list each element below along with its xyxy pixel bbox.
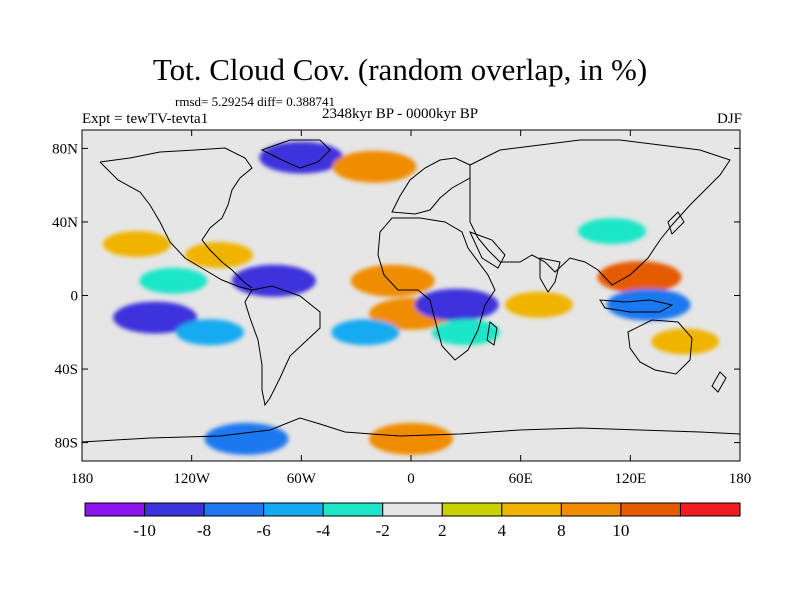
anomaly-patch: [175, 319, 244, 346]
colorbar-label: 10: [612, 521, 629, 540]
colorbar: -10 -8 -6 -4 -2 2 4 8 10: [84, 502, 741, 540]
anomaly-patch: [578, 218, 647, 245]
anomaly-patch: [369, 422, 453, 455]
anomaly-patch: [350, 264, 435, 297]
colorbar-swatch: [679, 502, 741, 517]
lon-tick-label: 120W: [173, 471, 211, 487]
coastline-arabia: [469, 231, 506, 269]
period-label: 2348kyr BP - 0000kyr BP: [322, 106, 479, 122]
anomaly-patch: [139, 267, 208, 294]
colorbar-swatch: [144, 502, 205, 517]
experiment-label: Expt = tewTV-tevta1: [82, 111, 209, 127]
colorbar-swatch: [84, 502, 146, 517]
colorbar-label: 4: [498, 521, 507, 540]
season-label: DJF: [716, 111, 742, 127]
colorbar-label: 8: [557, 521, 566, 540]
colorbar-swatch: [203, 502, 265, 517]
anomaly-patch: [651, 328, 720, 355]
coastline-new-zealand: [711, 371, 727, 393]
coastline-antarctica: [82, 417, 740, 443]
lat-tick-label: 40N: [52, 215, 78, 231]
anomaly-patch: [259, 141, 344, 174]
lat-tick-label: 80S: [55, 436, 78, 452]
colorbar-label: -10: [133, 521, 156, 540]
anomaly-field: [102, 141, 720, 455]
anomaly-patch: [504, 291, 573, 318]
lat-tick-label: 0: [71, 289, 79, 305]
coastlines: [82, 139, 740, 443]
colorbar-label: -2: [376, 521, 390, 540]
colorbar-label: -8: [197, 521, 211, 540]
colorbar-swatch: [501, 502, 562, 517]
lon-tick-label: 180: [729, 471, 752, 487]
colorbar-swatch: [322, 502, 384, 517]
chart-title: Tot. Cloud Cov. (random overlap, in %): [152, 52, 648, 87]
coastline-south-america: [244, 285, 321, 407]
lat-tick-label: 40S: [55, 362, 78, 378]
anomaly-patch: [102, 231, 171, 258]
colorbar-swatch: [560, 502, 622, 517]
anomaly-patch: [332, 150, 417, 183]
anomaly-patch: [597, 261, 682, 294]
anomaly-patch: [414, 288, 499, 321]
colorbar-swatch: [382, 502, 443, 517]
colorbar-swatch: [441, 502, 503, 517]
coastline-north-america: [99, 147, 253, 289]
lat-tick-label: 80N: [52, 141, 78, 157]
stats-line: rmsd= 5.29254 diff= 0.388741: [175, 94, 335, 109]
colorbar-label: -6: [257, 521, 271, 540]
lon-tick-label: 120E: [614, 471, 646, 487]
latitude-axis: 80N 40N 0 40S 80S: [52, 141, 740, 452]
anomaly-patch: [431, 319, 500, 346]
longitude-axis: 180 120W 60W 0 60E 120E 180: [71, 130, 752, 487]
anomaly-patch: [113, 301, 198, 334]
anomaly-patch: [185, 242, 254, 269]
lon-tick-label: 0: [407, 471, 415, 487]
anomaly-patch: [231, 264, 316, 297]
colorbar-label: -4: [316, 521, 331, 540]
colorbar-swatch: [263, 502, 324, 517]
coastline-north-america-west: [99, 161, 253, 291]
coastline-indonesia: [599, 299, 674, 313]
coastline-madagascar: [486, 321, 498, 346]
lon-tick-label: 180: [71, 471, 94, 487]
coastline-india: [539, 257, 561, 293]
coastline-greenland: [260, 139, 331, 169]
coastline-asia: [469, 139, 731, 286]
coastline-africa: [377, 217, 496, 361]
anomaly-patch: [331, 319, 400, 346]
lon-tick-label: 60E: [509, 471, 533, 487]
coastline-japan: [667, 211, 685, 235]
lon-tick-label: 60W: [287, 471, 317, 487]
colorbar-swatch: [620, 502, 681, 517]
coastline-australia: [627, 319, 693, 375]
anomaly-patch: [606, 288, 691, 321]
anomaly-patch: [204, 422, 289, 455]
colorbar-label: 2: [438, 521, 447, 540]
